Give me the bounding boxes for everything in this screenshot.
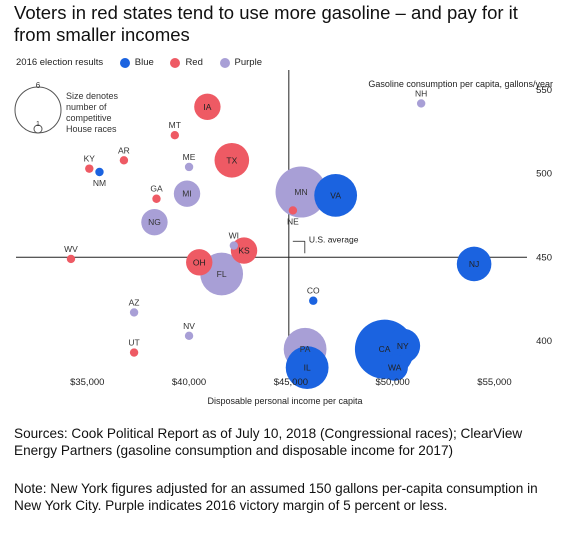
point-label-nh: NH: [415, 88, 427, 98]
point-label-ne: NE: [287, 216, 299, 226]
point-label-ca: CA: [379, 344, 391, 354]
point-label-oh: OH: [193, 257, 206, 267]
size-key-text-4: House races: [66, 124, 117, 134]
point-label-ng: NG: [148, 217, 161, 227]
point-label-ga: GA: [150, 184, 163, 194]
y-tick-label-500: 500: [536, 169, 552, 180]
x-tick-label-55000: $55,000: [477, 377, 511, 388]
point-me: [184, 162, 194, 172]
y-tick-label-450: 450: [536, 252, 552, 263]
point-label-mn: MN: [294, 187, 307, 197]
y-axis-label: Gasoline consumption per capita, gallons…: [368, 79, 553, 89]
point-label-il: IL: [304, 363, 311, 373]
x-tick-label-40000: $40,000: [172, 377, 206, 388]
point-az: [129, 308, 139, 317]
point-label-mt: MT: [169, 120, 181, 130]
scatter-chart: 6 1 Size denotes number of competitive H…: [14, 70, 553, 406]
legend-red-swatch: [170, 57, 181, 68]
y-tick-label-400: 400: [536, 336, 552, 347]
point-ar: [119, 156, 129, 165]
x-tick-label-50000: $50,000: [375, 377, 409, 388]
point-label-va: VA: [330, 190, 341, 200]
point-nj: [456, 246, 492, 282]
sources-text: Sources: Cook Political Report as of Jul…: [14, 426, 523, 458]
size-key-text-2: number of: [66, 102, 107, 112]
point-oh: [186, 249, 213, 276]
legend-label: 2016 election results: [16, 57, 104, 68]
point-label-co: CO: [307, 286, 320, 296]
point-label-wv: WV: [64, 244, 78, 254]
point-label-mi: MI: [182, 189, 191, 199]
size-key-text-3: competitive: [66, 113, 112, 123]
point-nh: [416, 99, 426, 108]
point-ga: [152, 194, 161, 203]
point-wv: [66, 254, 76, 264]
point-label-ut: UT: [128, 338, 139, 348]
point-ky: [85, 164, 94, 173]
legend: 2016 election results Blue Red Purple: [16, 57, 262, 68]
size-key-small-label: 1: [36, 121, 40, 128]
point-wa: [381, 354, 408, 381]
x-tick-label-45000: $45,000: [274, 377, 308, 388]
point-label-ks: KS: [238, 246, 250, 256]
point-label-fl: FL: [217, 269, 227, 279]
point-label-ia: IA: [203, 102, 211, 112]
point-label-ny: NY: [397, 341, 409, 351]
point-va: [314, 173, 358, 217]
x-tick-label-35000: $35,000: [70, 377, 104, 388]
legend-blue-swatch: [119, 57, 130, 68]
point-nv: [184, 331, 194, 341]
legend-red-label: Red: [185, 57, 203, 68]
size-key-large-label: 6: [36, 81, 41, 90]
point-label-tx: TX: [226, 155, 237, 165]
size-key: 6 1 Size denotes number of competitive H…: [14, 81, 119, 134]
point-ng: [141, 208, 168, 236]
point-co: [309, 296, 318, 305]
point-label-nj: NJ: [469, 259, 479, 269]
point-label-pa: PA: [300, 344, 311, 354]
point-mi: [173, 180, 201, 207]
point-mn: [275, 166, 327, 218]
legend-blue-label: Blue: [134, 57, 154, 68]
point-label-me: ME: [183, 152, 196, 162]
x-axis-label: Disposable personal income per capita: [207, 396, 362, 406]
point-label-ar: AR: [118, 145, 130, 155]
point-label-nm: NM: [93, 178, 106, 188]
point-label-ky: KY: [84, 154, 96, 164]
point-label-wa: WA: [388, 363, 402, 373]
point-ia: [194, 93, 221, 120]
size-key-small-circle: [33, 124, 43, 134]
us-average-label: U.S. average: [309, 234, 359, 244]
point-mt: [170, 131, 180, 140]
point-tx: [214, 142, 250, 178]
legend-purple-swatch: [219, 57, 230, 68]
y-tick-label-550: 550: [536, 85, 552, 96]
point-wi: [229, 241, 239, 250]
size-key-text-1: Size denotes: [66, 91, 119, 101]
point-label-az: AZ: [129, 297, 140, 307]
note-text: Note: New York figures adjusted for an a…: [14, 481, 538, 513]
point-label-wi: WI: [229, 231, 239, 241]
chart-title: Voters in red states tend to use more ga…: [14, 2, 518, 45]
point-ne: [288, 206, 298, 215]
point-nm: [95, 167, 104, 177]
legend-purple-label: Purple: [234, 57, 262, 68]
point-ut: [129, 348, 139, 357]
point-label-nv: NV: [183, 321, 195, 331]
point-il: [285, 346, 329, 390]
